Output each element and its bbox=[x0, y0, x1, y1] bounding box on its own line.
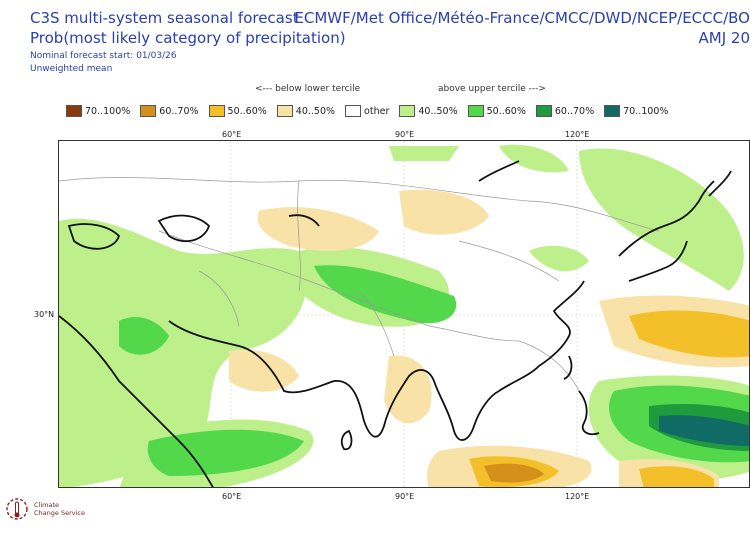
legend-label: 50..60% bbox=[486, 105, 526, 117]
logo-line-2: Change Service bbox=[34, 509, 85, 517]
legend-item: 40..50% bbox=[276, 105, 336, 117]
legend-swatch bbox=[208, 105, 225, 117]
title-block: C3S multi-system seasonal forecast Prob(… bbox=[30, 8, 346, 48]
title-line-1: C3S multi-system seasonal forecast bbox=[30, 9, 299, 27]
legend-label: 70..100% bbox=[85, 105, 131, 117]
season-text: AMJ 20 bbox=[698, 29, 750, 47]
lon-tick-bottom: 60°E bbox=[222, 492, 242, 501]
logo-line-1: Climate bbox=[34, 501, 60, 509]
legend-item: 50..60% bbox=[467, 105, 526, 117]
legend-label: 50..60% bbox=[227, 105, 267, 117]
coastlines bbox=[59, 160, 732, 487]
legend-item: other bbox=[345, 105, 389, 117]
nominal-start-text: Nominal forecast start: 01/03/26 bbox=[30, 51, 177, 61]
lon-tick-bottom: 90°E bbox=[395, 492, 415, 501]
above-tercile-label: above upper tercile ---> bbox=[438, 84, 546, 94]
forecast-map bbox=[58, 140, 750, 488]
legend-swatch bbox=[66, 105, 82, 117]
legend-item: 50..60% bbox=[208, 105, 267, 117]
legend-swatch bbox=[276, 105, 293, 117]
legend-swatch bbox=[345, 105, 362, 117]
legend-label: 40..50% bbox=[295, 105, 336, 117]
lon-tick-bottom: 120°E bbox=[565, 492, 590, 501]
providers-text: ECMWF/Met Office/Météo-France/CMCC/DWD/N… bbox=[294, 9, 750, 27]
map-svg bbox=[59, 141, 749, 487]
region-above-70-100 bbox=[659, 415, 749, 446]
legend-swatch bbox=[604, 105, 621, 117]
legend-item: 60..70% bbox=[140, 105, 199, 117]
lon-tick-top: 120°E bbox=[565, 130, 590, 139]
legend-label: 70..100% bbox=[623, 105, 669, 117]
below-tercile-label: <--- below lower tercile bbox=[255, 84, 361, 94]
legend-swatch bbox=[467, 105, 484, 117]
lon-tick-top: 60°E bbox=[222, 130, 242, 139]
lon-tick-top: 90°E bbox=[395, 130, 415, 139]
legend-item: 70..100% bbox=[66, 105, 130, 117]
region-below-60-70 bbox=[484, 463, 544, 483]
region-below-50-60 bbox=[469, 310, 749, 487]
title-right-block: ECMWF/Met Office/Météo-France/CMCC/DWD/N… bbox=[294, 8, 750, 48]
legend-label: 60..70% bbox=[159, 105, 199, 117]
c3s-logo: Climate Change Service bbox=[4, 496, 85, 522]
legend-label: 60..70% bbox=[554, 105, 595, 117]
legend-item: 70..100% bbox=[604, 105, 668, 117]
meta-block: Nominal forecast start: 01/03/26 Unweigh… bbox=[30, 50, 177, 76]
legend-swatch bbox=[535, 105, 552, 117]
country-borders bbox=[59, 177, 660, 392]
legend-swatch bbox=[399, 105, 416, 117]
legend-label: 40..50% bbox=[418, 105, 458, 117]
legend-item: 60..70% bbox=[535, 105, 595, 117]
legend-label: other bbox=[364, 105, 390, 117]
lat-tick: 30°N bbox=[34, 310, 55, 319]
weighting-text: Unweighted mean bbox=[30, 64, 113, 74]
c3s-logo-icon bbox=[6, 498, 28, 520]
title-line-2: Prob(most likely category of precipitati… bbox=[30, 29, 346, 47]
legend: 70..100% 60..70% 50..60% 40..50% other 4… bbox=[66, 105, 668, 117]
legend-swatch bbox=[140, 105, 157, 117]
legend-item: 40..50% bbox=[399, 105, 458, 117]
c3s-logo-text: Climate Change Service bbox=[34, 501, 85, 517]
